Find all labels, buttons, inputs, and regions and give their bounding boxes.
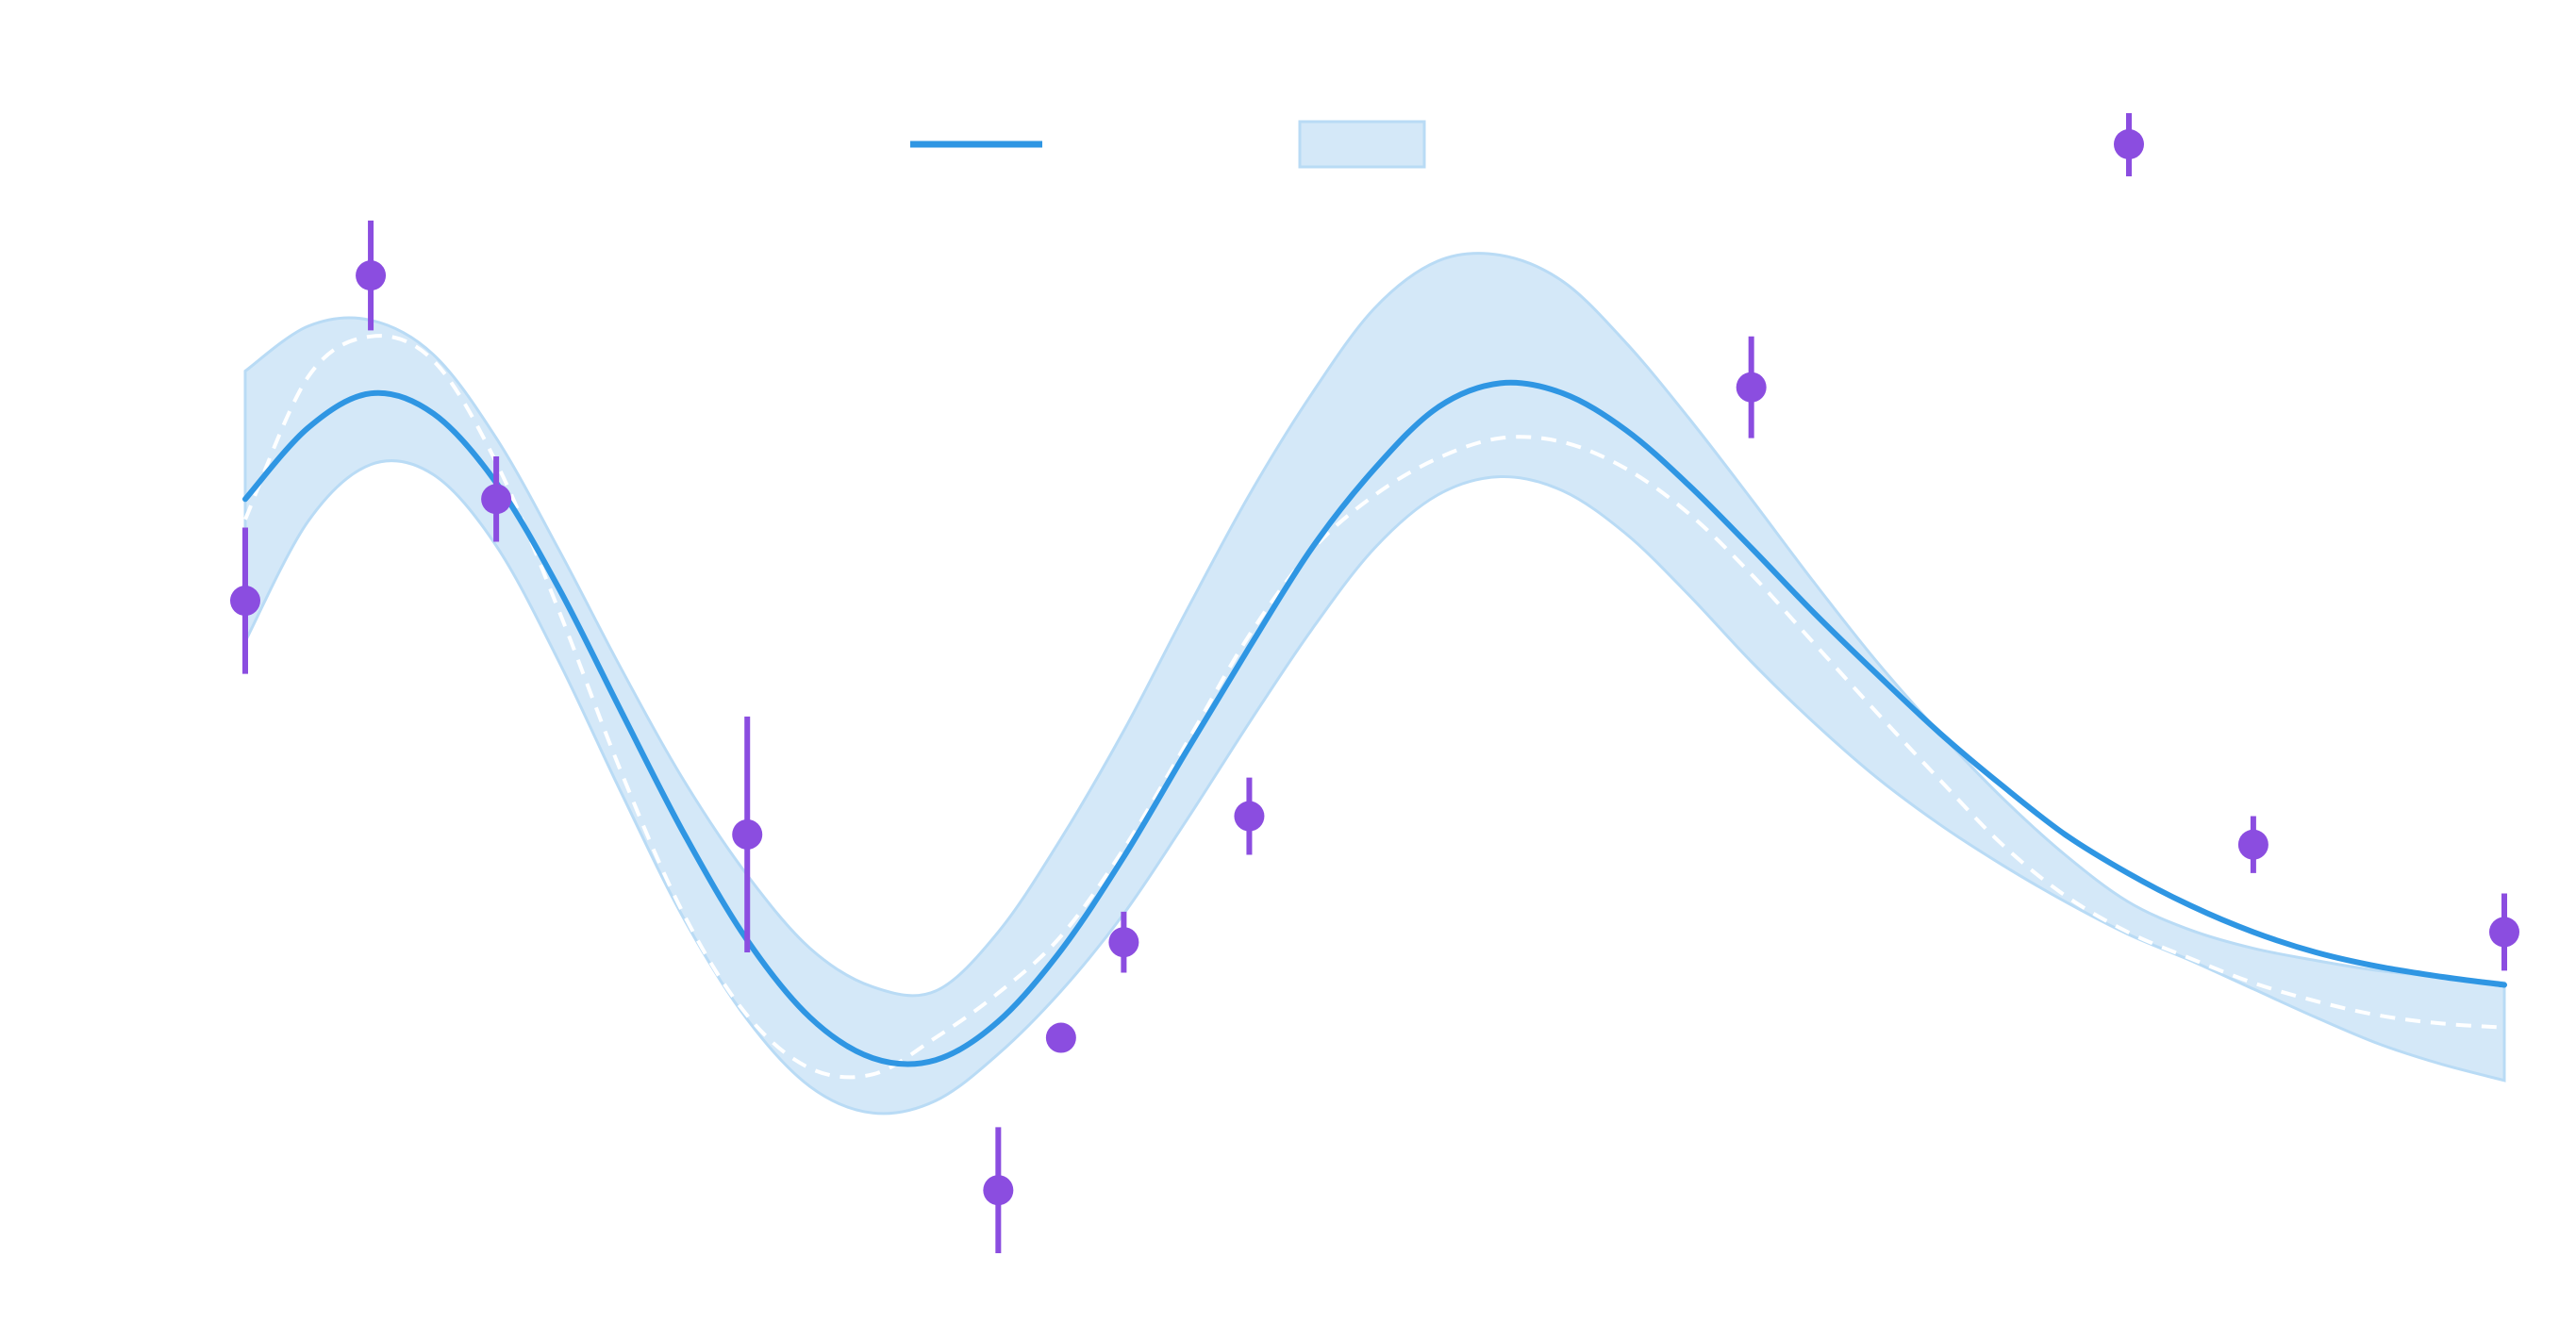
observation-point [1108,927,1139,958]
observation-point [1045,1022,1076,1053]
observation-point [2489,917,2519,948]
legend-band-swatch [1298,120,1426,169]
observation-point [983,1175,1014,1206]
legend-point-swatch [2114,129,2144,159]
observation-point [481,484,512,515]
observation-point [2237,829,2269,860]
observation-point [1736,372,1767,403]
legend [910,113,2144,176]
observation-point [732,818,763,850]
confidence-band [243,252,2506,1116]
mean-line [242,379,2507,1067]
observation-point [1234,801,1265,832]
observation-point [356,260,387,291]
observation-point [230,586,260,617]
plot-area [230,220,2519,1254]
